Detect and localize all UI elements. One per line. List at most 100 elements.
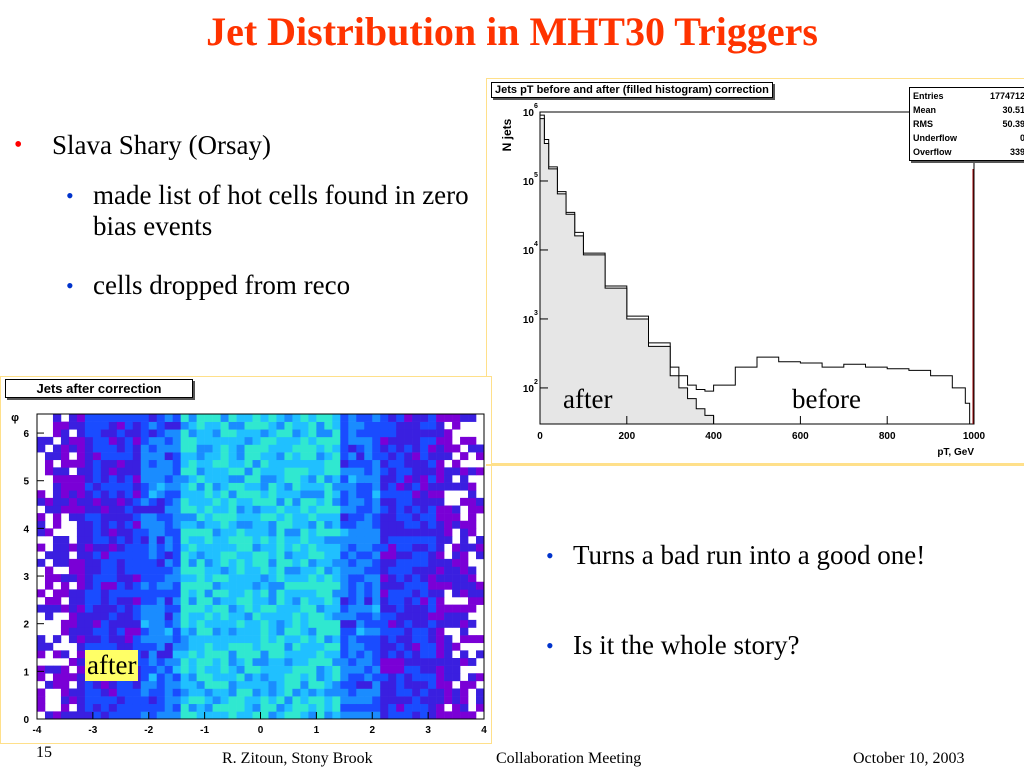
heatmap-cell <box>252 650 261 659</box>
heatmap-cell <box>108 520 118 529</box>
heatmap-cell <box>364 436 373 445</box>
heatmap-cell <box>460 452 469 461</box>
heatmap-cell <box>356 688 365 697</box>
heatmap-cell <box>220 703 229 712</box>
heatmap-cell <box>308 436 317 445</box>
heatmap-cell <box>396 467 405 476</box>
heatmap-cell <box>76 497 86 506</box>
heatmap-cell <box>332 566 341 575</box>
heatmap-cell <box>196 680 205 689</box>
heatmap-cell <box>348 513 357 522</box>
heatmap-cell <box>37 604 46 613</box>
heatmap-cell <box>268 436 277 445</box>
sub-bullet-2: • cells dropped from reco <box>66 270 476 301</box>
right-bullet-2: • Is it the whole story? <box>546 630 986 661</box>
heatmap-cell <box>132 703 142 712</box>
heatmap-cell <box>460 528 469 537</box>
heatmap-cell <box>108 619 118 628</box>
heat-x-tick-label: 2 <box>369 725 375 736</box>
heatmap-cell <box>172 635 181 644</box>
heatmap-cell <box>388 597 397 605</box>
heatmap-cell <box>356 711 365 720</box>
heatmap-cell <box>252 536 261 544</box>
heatmap-cell <box>292 604 301 613</box>
heatmap-cell <box>284 414 293 422</box>
heatmap-cell <box>172 551 181 560</box>
heatmap-cell <box>460 696 469 705</box>
heatmap-cell <box>260 642 269 651</box>
heatmap-cell <box>412 414 421 422</box>
heatmap-cell <box>108 528 118 537</box>
heatmap-cell <box>332 597 341 605</box>
footer-date: October 10, 2003 <box>853 750 965 767</box>
heatmap-cell <box>220 627 229 636</box>
heatmap-cell <box>172 650 181 659</box>
heatmap-cell <box>252 566 261 575</box>
heatmap-cell <box>52 665 62 674</box>
heatmap-label-after: after <box>85 650 139 681</box>
heat-x-tick-label: 4 <box>481 725 487 736</box>
heatmap-cell <box>100 482 110 491</box>
heatmap-cell <box>228 604 237 613</box>
heatmap-cell <box>148 574 158 583</box>
heatmap-cell <box>44 528 54 537</box>
heatmap-cell <box>84 703 94 712</box>
heatmap-cell <box>468 673 477 682</box>
heatmap-cell <box>84 635 94 644</box>
heatmap-cell <box>108 497 118 506</box>
heatmap-cell <box>148 482 158 491</box>
heatmap-cell <box>300 673 309 682</box>
heatmap-cell <box>132 688 142 697</box>
heatmap-cell <box>316 436 325 445</box>
heatmap-cell <box>348 680 357 689</box>
heatmap-cell <box>164 650 173 659</box>
heatmap-cell <box>148 414 158 422</box>
heatmap-cell <box>204 459 213 468</box>
heatmap-cell <box>348 574 357 583</box>
heatmap-cell <box>292 658 301 666</box>
stats-row: Overflow 339 <box>913 145 1024 159</box>
heatmap-cell <box>428 589 437 598</box>
heatmap-cell <box>428 566 437 575</box>
heatmap-cell <box>452 543 461 552</box>
heatmap-cell <box>396 642 405 651</box>
y-axis-label-phi: φ <box>11 412 19 424</box>
heatmap-cell <box>308 673 317 682</box>
heatmap-cell <box>452 711 461 720</box>
heatmap-cell <box>156 467 166 476</box>
heatmap-cell <box>140 711 150 720</box>
heatmap-cell <box>308 459 317 468</box>
heatmap-cell <box>196 505 205 514</box>
footer-meeting: Collaboration Meeting <box>496 750 642 767</box>
heatmap-cell <box>292 513 301 522</box>
heatmap-cell <box>164 658 173 666</box>
heatmap-cell <box>452 665 461 674</box>
heatmap-cell <box>156 688 166 697</box>
heatmap-cell <box>108 589 118 598</box>
heatmap-cell <box>60 497 70 506</box>
heatmap-cell <box>172 658 181 666</box>
histogram-title: Jets pT before and after (filled histogr… <box>491 82 773 98</box>
heatmap-cell <box>420 452 429 461</box>
heatmap-cell <box>412 642 421 651</box>
heatmap-cell <box>244 650 253 659</box>
heatmap-cell <box>292 558 301 567</box>
heatmap-cell <box>196 429 205 438</box>
heatmap-cell <box>412 528 421 537</box>
heatmap-cell <box>60 475 70 483</box>
heatmap-cell <box>452 505 461 514</box>
heatmap-cell <box>172 604 181 613</box>
heatmap-cell <box>124 490 134 499</box>
heatmap-cell <box>140 566 150 575</box>
heatmap-cell <box>276 642 285 651</box>
heatmap-cell <box>132 436 142 445</box>
heatmap-cell <box>316 421 325 430</box>
heatmap-cell <box>348 482 357 491</box>
heatmap-cell <box>428 658 437 666</box>
heatmap-cell <box>316 589 325 598</box>
heatmap-cell <box>124 467 134 476</box>
heatmap-cell <box>148 505 158 514</box>
heatmap-cell <box>132 597 142 605</box>
heatmap-cell <box>356 619 365 628</box>
heatmap-cell <box>404 619 413 628</box>
